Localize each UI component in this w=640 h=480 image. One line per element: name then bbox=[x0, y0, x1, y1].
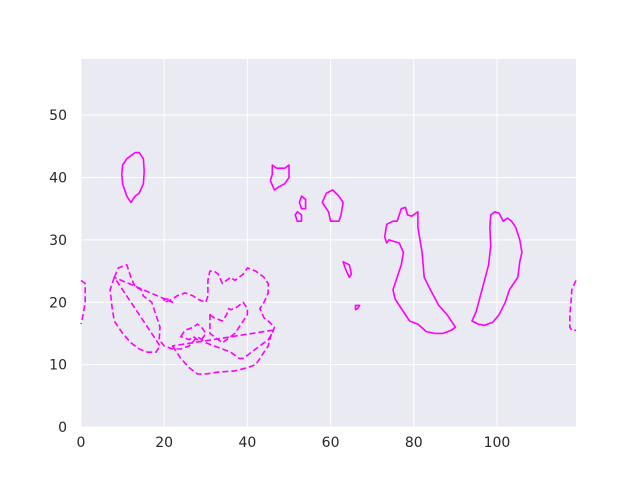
solid-contour-line bbox=[321, 189, 344, 222]
solid-contour-line bbox=[298, 195, 307, 210]
dashed-contour-line bbox=[568, 280, 577, 332]
y-tick-label: 30 bbox=[49, 233, 67, 249]
dashed-contour-line bbox=[209, 301, 249, 344]
x-tick-label: 60 bbox=[322, 435, 340, 451]
x-tick-label: 20 bbox=[155, 435, 173, 451]
x-tick-label: 100 bbox=[484, 435, 511, 451]
solid-contour-line bbox=[471, 211, 523, 327]
x-tick-label: 80 bbox=[405, 435, 423, 451]
contour-lines bbox=[80, 151, 577, 375]
dashed-contour-line bbox=[109, 276, 161, 354]
solid-contour-line bbox=[342, 260, 353, 279]
solid-contour-line bbox=[269, 164, 290, 191]
dashed-contour-line bbox=[113, 263, 276, 360]
solid-contour-line bbox=[354, 304, 361, 311]
y-tick-label: 0 bbox=[58, 420, 67, 436]
x-axis-tick-labels: 0 20 40 60 80 100 bbox=[77, 435, 511, 451]
solid-contour-line bbox=[121, 151, 145, 204]
grid-lines bbox=[80, 59, 576, 428]
y-tick-label: 20 bbox=[49, 295, 67, 311]
dashed-contour-line bbox=[171, 329, 274, 375]
solid-contour-line bbox=[294, 211, 303, 222]
x-tick-label: 0 bbox=[77, 435, 86, 451]
plot-background bbox=[81, 59, 576, 427]
y-tick-label: 50 bbox=[49, 108, 67, 124]
dashed-contour-line bbox=[80, 279, 86, 325]
solid-contour-line bbox=[383, 206, 457, 335]
y-tick-label: 40 bbox=[49, 171, 67, 187]
y-axis-tick-labels: 0 10 20 30 40 50 bbox=[49, 108, 67, 436]
x-tick-label: 40 bbox=[238, 435, 256, 451]
dashed-contour-line bbox=[180, 323, 207, 341]
y-tick-label: 10 bbox=[49, 358, 67, 374]
